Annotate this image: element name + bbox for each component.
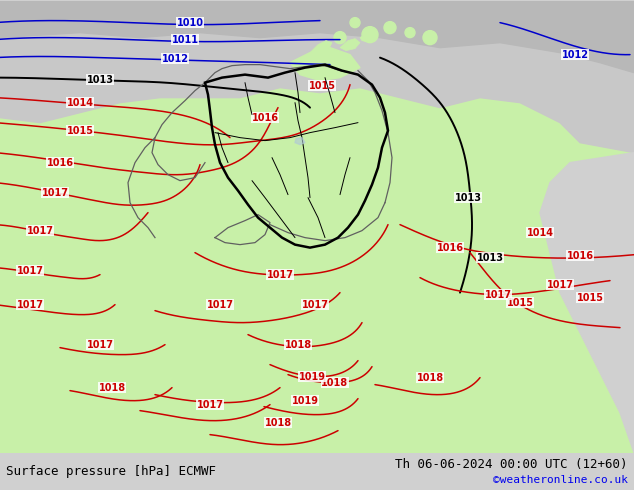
- Text: 1018: 1018: [321, 378, 349, 388]
- Text: 1015: 1015: [67, 125, 93, 136]
- Text: 1017: 1017: [547, 280, 574, 290]
- Text: 1015: 1015: [576, 293, 604, 303]
- Text: 1017: 1017: [41, 188, 68, 197]
- Text: 1017: 1017: [302, 299, 328, 310]
- Text: 1017: 1017: [484, 290, 512, 299]
- Text: 1018: 1018: [264, 417, 292, 428]
- Circle shape: [405, 27, 415, 38]
- Circle shape: [334, 32, 346, 44]
- Polygon shape: [0, 0, 634, 152]
- Text: 1012: 1012: [562, 49, 588, 60]
- Polygon shape: [0, 0, 634, 73]
- Text: 1013: 1013: [455, 193, 481, 203]
- Text: 1019: 1019: [299, 371, 325, 382]
- Text: 1017: 1017: [207, 299, 233, 310]
- Polygon shape: [360, 33, 378, 43]
- Text: 1019: 1019: [292, 395, 318, 406]
- Polygon shape: [295, 138, 305, 145]
- Circle shape: [384, 22, 396, 34]
- Text: 1018: 1018: [98, 383, 126, 392]
- Text: 1011: 1011: [172, 35, 198, 45]
- Text: Surface pressure [hPa] ECMWF: Surface pressure [hPa] ECMWF: [6, 465, 216, 478]
- Circle shape: [423, 30, 437, 45]
- Text: 1015: 1015: [507, 297, 533, 308]
- Text: 1018: 1018: [417, 372, 444, 383]
- Text: 1014: 1014: [526, 228, 553, 238]
- Text: 1014: 1014: [67, 98, 93, 108]
- Circle shape: [350, 18, 360, 27]
- Text: 1017: 1017: [16, 266, 44, 275]
- Text: 1017: 1017: [27, 225, 53, 236]
- Text: 1010: 1010: [176, 18, 204, 27]
- Text: 1015: 1015: [309, 81, 335, 91]
- Polygon shape: [540, 152, 634, 453]
- Text: 1016: 1016: [46, 158, 74, 168]
- Text: Th 06-06-2024 00:00 UTC (12+60): Th 06-06-2024 00:00 UTC (12+60): [395, 458, 628, 471]
- Text: 1017: 1017: [266, 270, 294, 280]
- Text: 1017: 1017: [16, 299, 44, 310]
- Polygon shape: [340, 39, 360, 50]
- Polygon shape: [0, 63, 634, 453]
- Text: 1016: 1016: [567, 250, 593, 261]
- Polygon shape: [0, 183, 80, 313]
- Polygon shape: [0, 453, 634, 490]
- Text: 1016: 1016: [436, 243, 463, 253]
- Text: 1013: 1013: [477, 253, 503, 263]
- Text: 1018: 1018: [285, 340, 311, 350]
- Text: 1017: 1017: [197, 400, 224, 410]
- Text: 1013: 1013: [86, 74, 113, 85]
- Text: 1012: 1012: [162, 53, 188, 64]
- Polygon shape: [310, 41, 332, 54]
- Text: ©weatheronline.co.uk: ©weatheronline.co.uk: [493, 475, 628, 485]
- Text: 1017: 1017: [86, 340, 113, 350]
- Polygon shape: [290, 48, 360, 81]
- Text: 1016: 1016: [252, 113, 278, 122]
- Polygon shape: [0, 0, 634, 453]
- Circle shape: [362, 26, 378, 43]
